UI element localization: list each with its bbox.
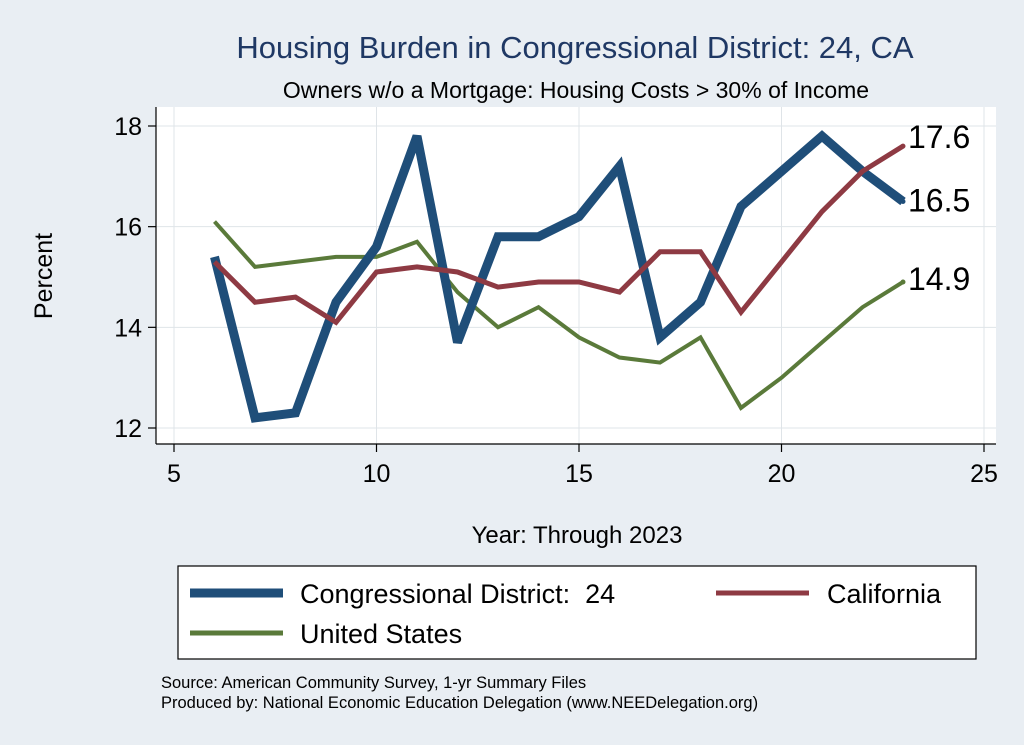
series-line-united-states	[213, 220, 905, 411]
legend-box	[177, 565, 977, 660]
x-tick-label-5: 5	[167, 460, 181, 488]
produced-by-note: Produced by: National Economic Education…	[161, 694, 758, 712]
legend-label-california: California	[827, 579, 942, 609]
chart-subtitle: Owners w/o a Mortgage: Housing Costs > 3…	[283, 77, 869, 103]
x-tick-label-25: 25	[970, 460, 998, 488]
y-tick-label-16: 16	[114, 214, 142, 242]
x-axis-ticks: 5 10 15 20 25	[167, 444, 998, 488]
legend-label-congressional-district: Congressional District: 24	[300, 579, 615, 609]
y-tick-label-18: 18	[114, 113, 142, 141]
chart-title: Housing Burden in Congressional District…	[236, 30, 913, 65]
point-congressional-district-23	[900, 199, 906, 204]
end-label-united-states: 14.9	[908, 261, 970, 297]
y-axis-label: Percent	[30, 233, 58, 319]
end-label-congressional-district: 16.5	[908, 183, 970, 219]
x-axis-label: Year: Through 2023	[472, 522, 683, 549]
y-tick-label-14: 14	[114, 314, 142, 342]
series-group	[210, 130, 906, 423]
plot-area	[156, 107, 996, 444]
end-label-california: 17.6	[908, 119, 970, 155]
point-california-23	[900, 143, 906, 149]
y-tick-label-12: 12	[114, 415, 142, 443]
series-line-california	[212, 143, 905, 326]
legend-label-united-states: United States	[300, 619, 462, 649]
y-axis-ticks: 12 14 16 18	[114, 113, 156, 443]
x-tick-label-10: 10	[363, 460, 391, 488]
x-tick-label-20: 20	[768, 460, 796, 488]
point-united-states-23	[900, 279, 906, 285]
x-tick-label-15: 15	[565, 460, 593, 488]
end-labels: 16.5 17.6 14.9	[908, 119, 970, 297]
source-note: Source: American Community Survey, 1-yr …	[161, 674, 586, 692]
